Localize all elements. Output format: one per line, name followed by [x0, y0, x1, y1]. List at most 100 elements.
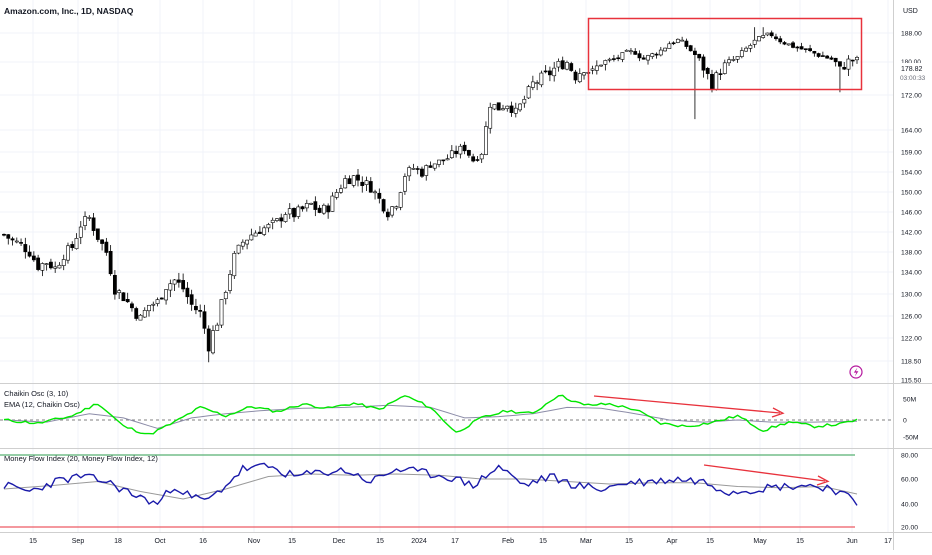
candle-body: [279, 217, 284, 222]
candle-body: [663, 47, 667, 52]
price-tick-label: 172.00: [901, 93, 922, 100]
mfi-line: [3, 462, 858, 506]
candle-body: [501, 108, 505, 111]
candle-body: [415, 168, 420, 170]
candle-body: [91, 217, 96, 231]
candle-body: [296, 206, 301, 217]
price-tick-label: 126.00: [901, 314, 922, 321]
mfi-trend-arrow[interactable]: [703, 464, 830, 486]
candle-body: [219, 299, 224, 326]
candle-body: [569, 63, 574, 71]
chaikin-ema-title: EMA (12, Chaikin Osc): [4, 400, 80, 409]
candle-body: [526, 86, 531, 99]
candle-body: [142, 310, 147, 318]
candle-body: [594, 65, 599, 71]
candle-body: [321, 204, 326, 214]
countdown-label: 03:00:33: [900, 75, 926, 82]
price-axis[interactable]: 118.50 122.00 126.00 130.00 134.00 138.00 142.…: [901, 31, 922, 532]
candle-body: [168, 283, 173, 291]
candle-body: [607, 58, 612, 61]
candle-body: [543, 70, 548, 73]
price-tick-label: 150.00: [901, 190, 922, 197]
candle-body: [313, 201, 318, 210]
mfi-tick-label: 40.00: [901, 502, 918, 509]
candle-body: [765, 32, 770, 36]
candle-body: [599, 64, 604, 67]
tradingview-lightning-icon[interactable]: [849, 365, 863, 379]
candle-body: [40, 263, 45, 271]
candle-body: [49, 261, 53, 269]
candle-body: [326, 205, 331, 213]
chaikin-trend-arrow[interactable]: [593, 395, 785, 418]
time-axis[interactable]: 15 Sep 18 Oct 16 Nov 15 Dec 15 2024 17 Feb 15 Mar 15 Ap…: [29, 538, 892, 545]
candle-body: [151, 303, 156, 306]
candle-body: [181, 280, 186, 290]
candle-body: [66, 245, 70, 261]
candle-body: [253, 232, 258, 237]
chaikin-pane[interactable]: [0, 384, 893, 448]
candle-body: [718, 73, 723, 75]
candle-body: [275, 218, 279, 221]
mfi-tick-label: 60.00: [901, 477, 918, 484]
mfi-pane[interactable]: [0, 449, 893, 532]
candle-body: [232, 253, 237, 277]
candles-layer[interactable]: [2, 27, 859, 363]
candle-body: [100, 239, 104, 244]
currency-label: USD: [903, 8, 918, 15]
candle-body: [10, 238, 15, 241]
candle-body: [518, 103, 522, 111]
time-tick-label: 2024: [411, 538, 427, 545]
chaikin-tick-label: 50M: [903, 397, 917, 404]
candle-body: [744, 47, 749, 52]
candle-body: [117, 290, 122, 293]
time-tick-label: Jun: [846, 538, 857, 545]
candle-body: [641, 57, 646, 60]
candle-body: [855, 57, 859, 61]
candle-body: [458, 145, 463, 155]
candle-body: [582, 72, 586, 76]
candle-body: [360, 181, 365, 186]
candle-body: [714, 72, 719, 90]
price-tick-label: 159.00: [901, 150, 922, 157]
price-tick-label: 134.00: [901, 270, 922, 277]
candle-body: [782, 42, 787, 45]
candle-body: [356, 174, 360, 181]
candle-body: [445, 158, 450, 161]
consolidation-box-annotation[interactable]: [587, 17, 863, 91]
candle-body: [624, 49, 629, 52]
candle-body: [842, 67, 847, 70]
candle-body: [479, 153, 484, 160]
candle-body: [159, 297, 164, 300]
chaikin-layer[interactable]: [0, 394, 893, 435]
candle-body: [411, 168, 416, 170]
candle-body: [83, 216, 87, 226]
candle-body: [675, 38, 680, 43]
candle-body: [705, 68, 710, 74]
candle-body: [228, 274, 232, 291]
candle-body: [164, 289, 168, 301]
candle-body: [245, 239, 250, 245]
candle-body: [803, 48, 808, 50]
candle-body: [403, 176, 407, 192]
time-tick-label: Mar: [580, 538, 593, 545]
candle-body: [172, 279, 177, 285]
overlap-price-label: 180.00: [901, 59, 921, 66]
price-tick-label: 154.00: [901, 170, 922, 177]
candle-body: [176, 279, 181, 283]
candle-body: [6, 234, 11, 239]
candle-body: [816, 53, 821, 57]
candle-body: [347, 178, 352, 185]
candle-body: [757, 36, 761, 42]
candle-body: [249, 234, 254, 241]
candle-body: [697, 53, 702, 59]
candle-body: [317, 207, 322, 213]
candle-body: [629, 50, 633, 53]
candle-body: [407, 167, 412, 177]
candle-body: [577, 73, 582, 83]
candle-body: [95, 228, 100, 240]
mfi-layer[interactable]: [0, 454, 858, 528]
candle-body: [846, 58, 851, 70]
candle-body: [23, 244, 28, 253]
